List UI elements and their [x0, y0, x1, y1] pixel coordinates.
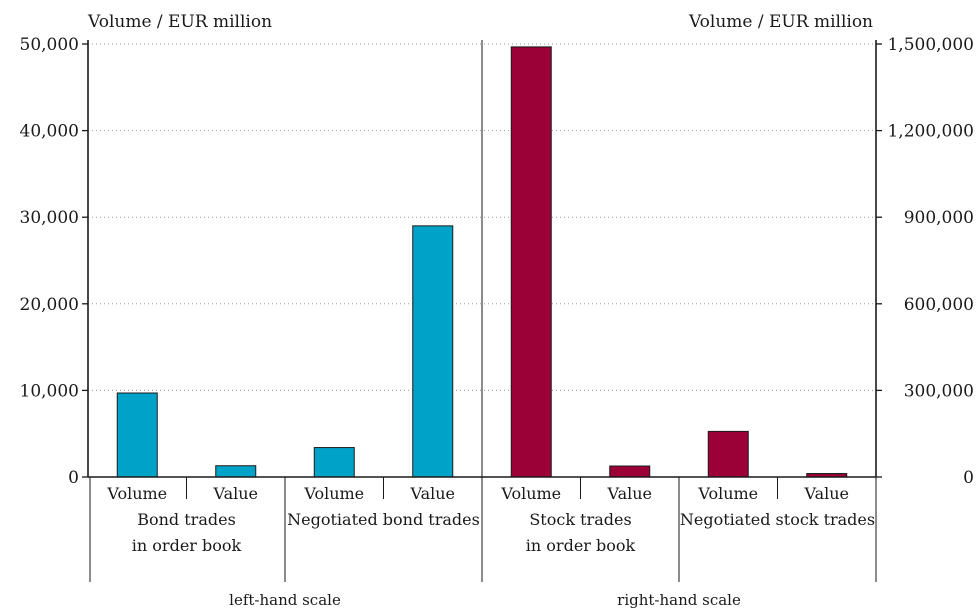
category-label: Volume: [500, 484, 561, 503]
right-tick-label: 1,200,000: [887, 122, 974, 142]
group-label: in order book: [526, 536, 636, 555]
right-tick-label: 0: [963, 468, 974, 488]
right-tick-label: 300,000: [904, 381, 974, 401]
category-label: Value: [409, 484, 455, 503]
category-labels: Volume Value Volume Value Volume Value Volume V…: [106, 484, 875, 609]
category-label: Volume: [697, 484, 758, 503]
right-scale-label: right-hand scale: [617, 591, 741, 609]
left-tick-label: 0: [68, 468, 79, 488]
left-axis-title: Volume / EUR million: [87, 12, 272, 32]
bar-left-scale: [116, 392, 158, 478]
group-label: Negotiated stock trades: [680, 510, 875, 529]
left-tick-label: 30,000: [20, 208, 79, 228]
group-label: Negotiated bond trades: [287, 510, 480, 529]
right-tick-label: 900,000: [904, 208, 974, 228]
right-axis-title: Volume / EUR million: [688, 12, 873, 32]
left-scale-label: left-hand scale: [229, 591, 341, 609]
bar-left-scale: [313, 447, 355, 478]
group-label: in order book: [132, 536, 242, 555]
bar-left-scale: [412, 225, 454, 478]
left-tick-label: 40,000: [20, 122, 79, 142]
group-label: Stock trades: [529, 510, 631, 529]
category-label: Volume: [106, 484, 167, 503]
bar-right-scale: [510, 46, 552, 478]
axes: [87, 40, 877, 582]
bars: [116, 46, 848, 478]
left-tick-label: 10,000: [20, 381, 79, 401]
bar-right-scale: [707, 430, 749, 478]
bar-right-scale: [609, 465, 651, 478]
ticks: 0 10,000 20,000 30,000 40,000 50,000 0 300,000 6…: [20, 35, 974, 488]
left-tick-label: 20,000: [20, 295, 79, 315]
bar-left-scale: [215, 465, 257, 478]
left-tick-label: 50,000: [20, 35, 79, 55]
category-label: Volume: [303, 484, 364, 503]
category-label: Value: [803, 484, 849, 503]
right-tick-label: 1,500,000: [887, 35, 974, 55]
gridlines: [88, 43, 876, 391]
category-label: Value: [212, 484, 258, 503]
group-label: Bond trades: [137, 510, 236, 529]
category-label: Value: [606, 484, 652, 503]
right-tick-label: 600,000: [904, 295, 974, 315]
